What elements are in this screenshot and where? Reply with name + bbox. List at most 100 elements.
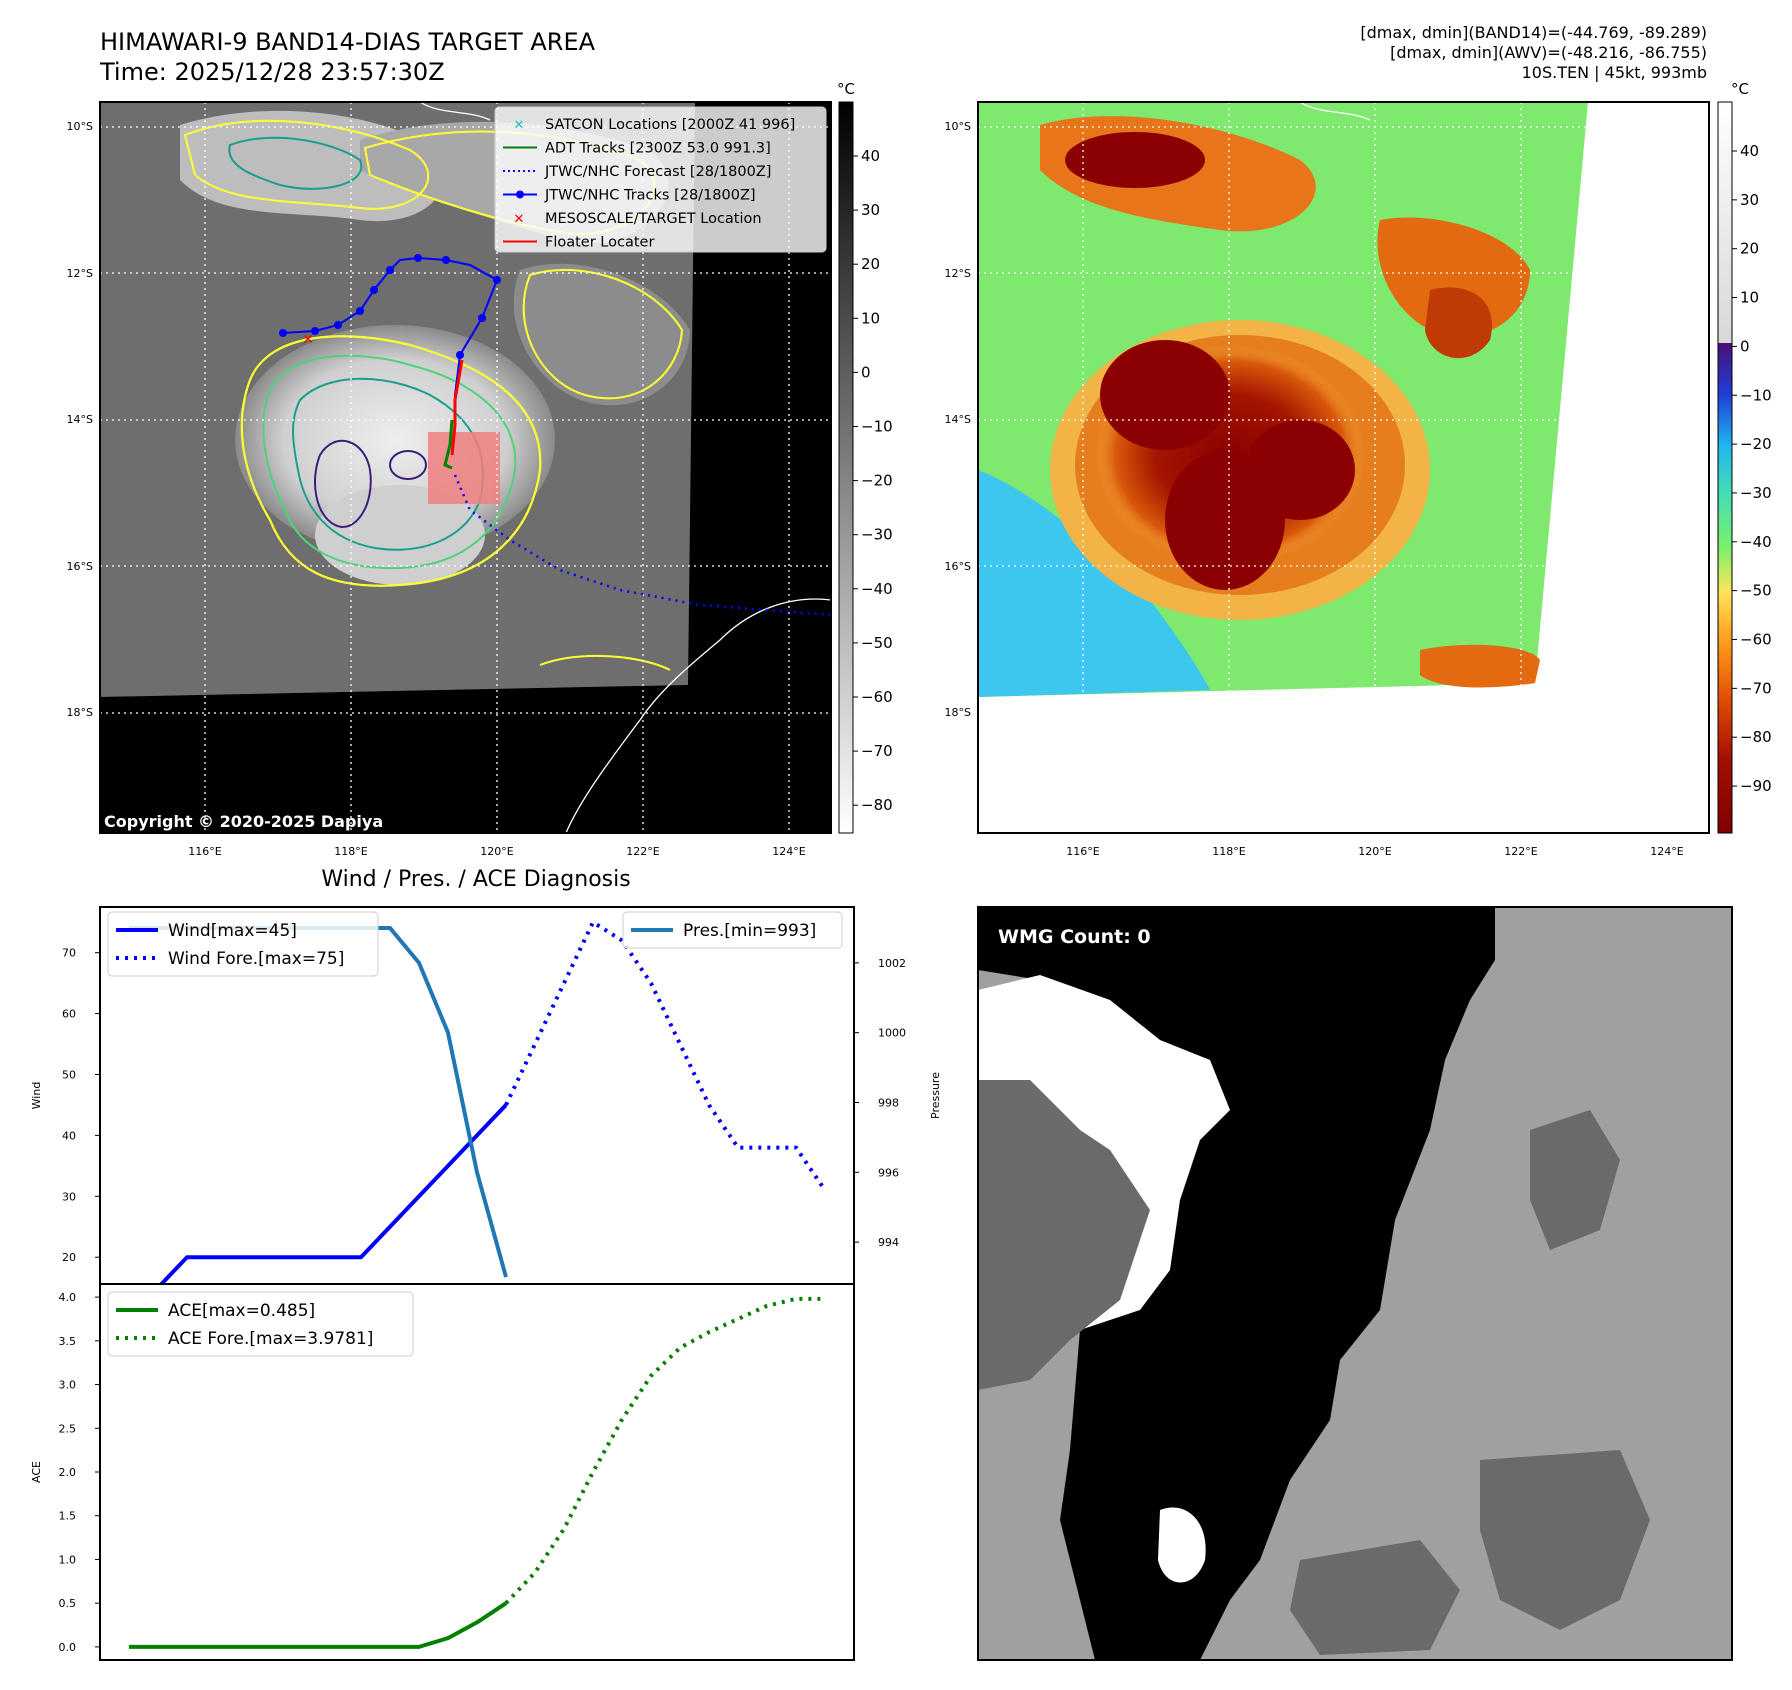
- colorbar-tick-label: −80: [1740, 728, 1772, 746]
- colorbar-tick-label: 20: [1740, 240, 1759, 258]
- ir-contour-core: [389, 450, 427, 480]
- y-tick-label: 60: [62, 1008, 76, 1021]
- colorbar-tick-label: −40: [861, 580, 893, 598]
- y-tick-label: 3.0: [59, 1379, 77, 1392]
- colorbar-tick-label: 40: [861, 147, 880, 165]
- awv-moist-patch-east: [1425, 287, 1492, 359]
- y2-tick-label: 1000: [878, 1027, 906, 1040]
- ir-cloud-east: [513, 263, 690, 406]
- y-tick-label: 50: [62, 1068, 76, 1081]
- lon-label-116e: 116°E: [188, 845, 221, 858]
- ir-coastline-north: [419, 102, 491, 121]
- ir-contour-purple: [314, 439, 372, 528]
- timestamp: Time: 2025/12/28 23:57:30Z: [99, 58, 445, 86]
- chart-legend: Pres.[min=993]: [622, 911, 843, 949]
- track-overlays: ✕: [279, 254, 831, 617]
- wind-pressure-chart: 20 30 40 50 60 70 994 996 998 1000 1002 Pressure Win…: [30, 906, 942, 1290]
- y-tick-label: 0.0: [59, 1641, 77, 1654]
- awv-colorbar-unit: °C: [1731, 80, 1749, 98]
- svg-text:✕: ✕: [514, 118, 525, 133]
- ir-contour-north-yellow: [183, 119, 430, 210]
- colorbar-tick-label: 30: [861, 201, 880, 219]
- y2-tick-label: 996: [878, 1166, 899, 1179]
- awv-lon-label-122e: 122°E: [1504, 845, 1537, 858]
- wmg-gray-patch-southeast: [1480, 1450, 1650, 1630]
- wmg-gray-region-west: [978, 1080, 1150, 1390]
- main-title: HIMAWARI-9 BAND14-DIAS TARGET AREA: [100, 28, 596, 56]
- lat-label-18s: 18°S: [67, 706, 93, 719]
- legend-label: ACE Fore.[max=3.9781]: [168, 1329, 373, 1349]
- ir-colorbar-gradient: [838, 101, 854, 834]
- legend-entry: ADT Tracks [2300Z 53.0 991.3]: [503, 141, 771, 157]
- ir-contour-yellow: [240, 335, 542, 587]
- awv-map-panel: [978, 102, 1709, 833]
- legend-entry: Floater Locater: [503, 235, 654, 251]
- wmg-white-patch-south: [1158, 1507, 1206, 1583]
- jtwc-track-points: [279, 254, 501, 359]
- awv-lon-label-116e: 116°E: [1066, 845, 1099, 858]
- series-line: [129, 1103, 508, 1290]
- ir-map-lon-labels: 116°E 118°E 120°E 122°E 124°E: [188, 845, 805, 858]
- awv-moist-patch-south: [1420, 644, 1540, 688]
- legend-symbol: [503, 190, 537, 199]
- awv-dry-region-southwest: [978, 470, 1210, 697]
- awv-lat-label-18s: 18°S: [945, 706, 971, 719]
- lon-label-118e: 118°E: [334, 845, 367, 858]
- y2-tick-label: 998: [878, 1096, 899, 1109]
- storm-info: 10S.TEN | 45kt, 993mb: [1522, 63, 1707, 82]
- colorbar-tick-label: −90: [1740, 777, 1772, 795]
- colorbar-tick-label: −10: [861, 418, 893, 436]
- legend-entry: ✕ MESOSCALE/TARGET Location: [514, 211, 762, 227]
- lat-label-10s: 10°S: [67, 120, 93, 133]
- chart-legend: ACE[max=0.485] ACE Fore.[max=3.9781]: [107, 1291, 414, 1357]
- legend-entry: JTWC/NHC Forecast [28/1800Z]: [503, 164, 771, 180]
- legend-label: Pres.[min=993]: [683, 921, 816, 941]
- awv-moist-band-east: [1377, 217, 1530, 337]
- legend-symbol: ✕: [514, 212, 525, 227]
- y2-tick-label: 994: [878, 1236, 899, 1249]
- ir-coastline: [565, 598, 831, 833]
- y-tick-label: 2.0: [59, 1466, 77, 1479]
- colorbar-tick-label: −40: [1740, 533, 1772, 551]
- ir-contour-south-yellow: [539, 654, 671, 671]
- awv-storm-core-nw: [1100, 340, 1230, 450]
- y-axis-label: Wind: [30, 1082, 43, 1110]
- lon-label-120e: 120°E: [480, 845, 513, 858]
- legend-label: JTWC/NHC Forecast [28/1800Z]: [544, 164, 771, 180]
- ir-colorbar-unit: °C: [837, 80, 855, 98]
- series-line: [504, 1296, 825, 1605]
- awv-coastline-north: [1299, 102, 1371, 121]
- lat-label-14s: 14°S: [67, 413, 93, 426]
- ir-contour-green: [262, 354, 517, 570]
- awv-lon-label-120e: 120°E: [1358, 845, 1391, 858]
- svg-text:✕: ✕: [514, 212, 525, 227]
- legend-symbol: ✕: [514, 118, 525, 133]
- y-tick-label: 30: [62, 1190, 76, 1203]
- y2-tick-label: 1002: [878, 957, 906, 970]
- lat-label-12s: 12°S: [67, 267, 93, 280]
- awv-colorbar: °C 40 30 20 10 0 −10 −20 −30 −40 −50 −60 −70 −80 −90: [1717, 80, 1772, 834]
- y-tick-label: 70: [62, 947, 76, 960]
- chart-legend: Wind[max=45] Wind Fore.[max=75]: [107, 911, 379, 977]
- wmg-gray-patch-southcenter: [1290, 1540, 1460, 1655]
- colorbar-tick-label: −30: [861, 526, 893, 544]
- colorbar-tick-label: 20: [861, 255, 880, 273]
- awv-lat-label-12s: 12°S: [945, 267, 971, 280]
- colorbar-tick-label: −60: [861, 688, 893, 706]
- ir-contour-teal: [292, 377, 484, 551]
- awv-lon-label-124e: 124°E: [1650, 845, 1683, 858]
- colorbar-tick-label: −60: [1740, 631, 1772, 649]
- awv-map-lat-labels: 10°S 12°S 14°S 16°S 18°S: [945, 120, 971, 719]
- awv-map-lon-labels: 116°E 118°E 120°E 122°E 124°E: [1066, 845, 1683, 858]
- wmg-count-label: WMG Count: 0: [998, 926, 1151, 948]
- colorbar-tick-label: −50: [861, 634, 893, 652]
- colorbar-tick-label: 0: [861, 363, 871, 381]
- y-tick-label: 1.0: [59, 1553, 77, 1566]
- awv-storm-core-east: [1245, 420, 1355, 520]
- colorbar-tick-label: 10: [1740, 289, 1759, 307]
- mesoscale-target-box: [428, 432, 500, 504]
- series-line: [129, 1601, 508, 1649]
- legend-label: MESOSCALE/TARGET Location: [545, 211, 762, 227]
- legend-label: SATCON Locations [2000Z 41 996]: [545, 117, 795, 133]
